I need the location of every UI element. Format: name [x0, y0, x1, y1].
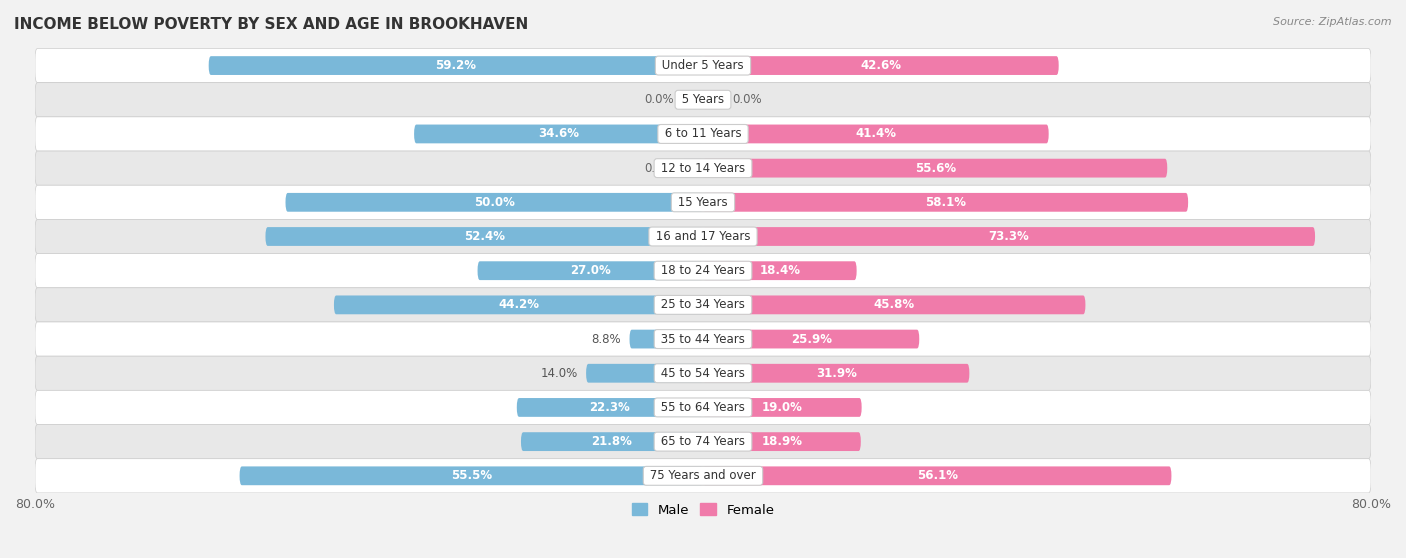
FancyBboxPatch shape [35, 322, 1371, 356]
Text: 42.6%: 42.6% [860, 59, 901, 72]
FancyBboxPatch shape [285, 193, 703, 211]
Text: 34.6%: 34.6% [538, 127, 579, 141]
Text: Source: ZipAtlas.com: Source: ZipAtlas.com [1274, 17, 1392, 27]
Text: 21.8%: 21.8% [592, 435, 633, 448]
FancyBboxPatch shape [35, 391, 1371, 425]
Text: 52.4%: 52.4% [464, 230, 505, 243]
FancyBboxPatch shape [703, 330, 920, 348]
Text: 55.5%: 55.5% [451, 469, 492, 482]
FancyBboxPatch shape [630, 330, 703, 348]
FancyBboxPatch shape [703, 124, 1049, 143]
Text: 58.1%: 58.1% [925, 196, 966, 209]
Text: 44.2%: 44.2% [498, 299, 538, 311]
Text: 18 to 24 Years: 18 to 24 Years [657, 264, 749, 277]
FancyBboxPatch shape [522, 432, 703, 451]
FancyBboxPatch shape [703, 193, 1188, 211]
Text: 41.4%: 41.4% [855, 127, 897, 141]
FancyBboxPatch shape [703, 432, 860, 451]
FancyBboxPatch shape [35, 151, 1371, 185]
Text: 65 to 74 Years: 65 to 74 Years [657, 435, 749, 448]
FancyBboxPatch shape [35, 117, 1371, 151]
FancyBboxPatch shape [35, 253, 1371, 288]
FancyBboxPatch shape [35, 459, 1371, 493]
Text: 56.1%: 56.1% [917, 469, 957, 482]
FancyBboxPatch shape [703, 90, 724, 109]
FancyBboxPatch shape [703, 398, 862, 417]
Text: 0.0%: 0.0% [644, 162, 673, 175]
Text: 14.0%: 14.0% [540, 367, 578, 380]
Text: 25.9%: 25.9% [790, 333, 831, 345]
Text: 12 to 14 Years: 12 to 14 Years [657, 162, 749, 175]
FancyBboxPatch shape [415, 124, 703, 143]
FancyBboxPatch shape [266, 227, 703, 246]
FancyBboxPatch shape [682, 158, 703, 177]
Text: 8.8%: 8.8% [592, 333, 621, 345]
Text: 15 Years: 15 Years [675, 196, 731, 209]
Text: 55 to 64 Years: 55 to 64 Years [657, 401, 749, 414]
Text: 31.9%: 31.9% [815, 367, 856, 380]
Legend: Male, Female: Male, Female [626, 498, 780, 522]
FancyBboxPatch shape [682, 90, 703, 109]
FancyBboxPatch shape [35, 185, 1371, 219]
FancyBboxPatch shape [35, 356, 1371, 391]
Text: 5 Years: 5 Years [678, 93, 728, 106]
FancyBboxPatch shape [335, 296, 703, 314]
Text: 18.9%: 18.9% [762, 435, 803, 448]
FancyBboxPatch shape [703, 261, 856, 280]
FancyBboxPatch shape [703, 296, 1085, 314]
Text: 45 to 54 Years: 45 to 54 Years [657, 367, 749, 380]
Text: Under 5 Years: Under 5 Years [658, 59, 748, 72]
FancyBboxPatch shape [35, 83, 1371, 117]
FancyBboxPatch shape [517, 398, 703, 417]
Text: 18.4%: 18.4% [759, 264, 800, 277]
FancyBboxPatch shape [239, 466, 703, 485]
Text: 45.8%: 45.8% [873, 299, 915, 311]
Text: 75 Years and over: 75 Years and over [647, 469, 759, 482]
Text: 50.0%: 50.0% [474, 196, 515, 209]
FancyBboxPatch shape [35, 219, 1371, 253]
FancyBboxPatch shape [208, 56, 703, 75]
Text: 35 to 44 Years: 35 to 44 Years [657, 333, 749, 345]
Text: 16 and 17 Years: 16 and 17 Years [652, 230, 754, 243]
FancyBboxPatch shape [35, 288, 1371, 322]
Text: 27.0%: 27.0% [569, 264, 610, 277]
Text: 0.0%: 0.0% [733, 93, 762, 106]
Text: 55.6%: 55.6% [914, 162, 956, 175]
Text: 6 to 11 Years: 6 to 11 Years [661, 127, 745, 141]
FancyBboxPatch shape [35, 425, 1371, 459]
FancyBboxPatch shape [586, 364, 703, 383]
FancyBboxPatch shape [703, 56, 1059, 75]
FancyBboxPatch shape [703, 158, 1167, 177]
FancyBboxPatch shape [35, 49, 1371, 83]
Text: 22.3%: 22.3% [589, 401, 630, 414]
Text: 73.3%: 73.3% [988, 230, 1029, 243]
FancyBboxPatch shape [478, 261, 703, 280]
Text: 0.0%: 0.0% [644, 93, 673, 106]
FancyBboxPatch shape [703, 227, 1315, 246]
Text: 59.2%: 59.2% [436, 59, 477, 72]
FancyBboxPatch shape [703, 364, 969, 383]
FancyBboxPatch shape [703, 466, 1171, 485]
Text: 19.0%: 19.0% [762, 401, 803, 414]
Text: INCOME BELOW POVERTY BY SEX AND AGE IN BROOKHAVEN: INCOME BELOW POVERTY BY SEX AND AGE IN B… [14, 17, 529, 32]
Text: 25 to 34 Years: 25 to 34 Years [657, 299, 749, 311]
